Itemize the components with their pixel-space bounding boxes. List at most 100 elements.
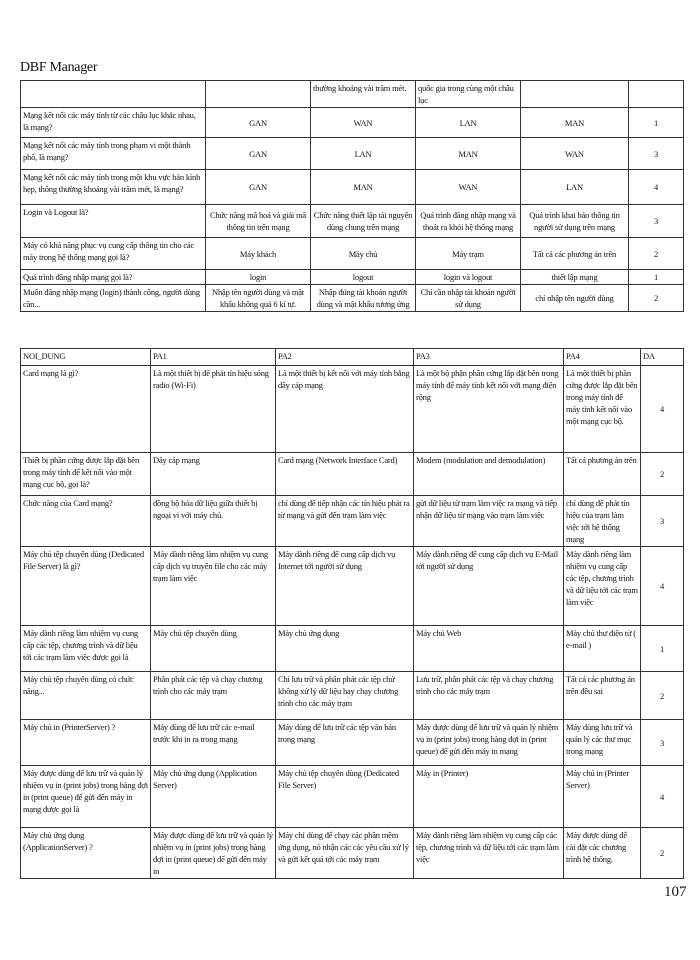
cell-question <box>20 80 206 108</box>
document-title: DBF Manager <box>20 60 98 75</box>
cell-option-4: Máy chủ thư điện tử ( e-mail ) <box>563 625 641 672</box>
cell-option-1: Máy khách <box>205 237 311 270</box>
cell-option-2: Máy dùng để lưu trữ các tệp văn bản tron… <box>275 719 414 766</box>
cell-option-3: LAN <box>415 107 521 138</box>
cell-answer: 2 <box>640 452 684 496</box>
cell-option-3: Máy in (Printer) <box>413 765 564 828</box>
cell-question: Muốn đăng nhập mạng (login) thành công, … <box>20 284 206 312</box>
cell-option-2: LAN <box>310 137 416 170</box>
cell-option-2: Card mạng (Network Interface Card) <box>275 452 414 496</box>
table-row: Máy có khả năng phục vụ cung cấp thông t… <box>20 237 684 270</box>
cell-option-1: login <box>205 269 311 285</box>
cell-question: Quá trình đăng nhập mạng gọi là? <box>20 269 206 285</box>
table-row: Chức năng của Card mạng? đồng bộ hóa dữ l… <box>20 495 684 547</box>
cell-option-3: gửi dữ liệu từ trạm làm việc ra mạng và … <box>413 495 564 547</box>
cell-option-3: Máy dành riêng làm nhiệm vụ cung cấp các… <box>413 827 564 879</box>
cell-option-3: WAN <box>415 169 521 205</box>
cell-option-4: Quá trình khai báo thông tin người sử dụ… <box>520 204 629 238</box>
cell-answer: 2 <box>628 284 684 312</box>
column-header: PA3 <box>413 348 564 366</box>
cell-answer: 4 <box>640 765 684 828</box>
cell-question: Card mạng là gì? <box>20 365 151 453</box>
table-row: Máy chủ in (PrinterServer) ? Máy dùng để … <box>20 719 684 766</box>
cell-answer: 4 <box>640 365 684 453</box>
cell-option-1: Phân phát các tệp và chạy chương trình c… <box>150 671 276 720</box>
cell-answer: 1 <box>640 625 684 672</box>
cell-option-3: login và logout <box>415 269 521 285</box>
cell-option-1: Máy chủ tệp chuyên dùng <box>150 625 276 672</box>
cell-option-1: Máy dành riêng làm nhiệm vụ cung cấp dịc… <box>150 546 276 626</box>
table-row: Mạng kết nối các máy tính trong phạm vi … <box>20 137 684 170</box>
cell-option-2: Là một thiết bị kết nối với máy tính bằn… <box>275 365 414 453</box>
cell-option-3: Máy dành riêng để cung cấp dịch vụ E-Mai… <box>413 546 564 626</box>
cell-option-2: Máy chủ tệp chuyên dùng (Dedicated File … <box>275 765 414 828</box>
cell-answer: 3 <box>640 495 684 547</box>
cell-option-2: Máy chủ ứng dụng <box>275 625 414 672</box>
cell-option-2: chỉ dùng để tiếp nhận các tín hiệu phát … <box>275 495 414 547</box>
table-row: Máy dành riêng làm nhiệm vụ cung cấp các… <box>20 625 684 672</box>
table-row: Card mạng là gì? Là một thiết bị để phát … <box>20 365 684 453</box>
table-row: Mạng kết nối các máy tính từ các châu lụ… <box>20 107 684 138</box>
page-number: 107 <box>664 884 687 900</box>
cell-option-2: Nhập đúng tài khoản người dùng và mật kh… <box>310 284 416 312</box>
cell-option-4: LAN <box>520 169 629 205</box>
cell-answer: 4 <box>628 169 684 205</box>
cell-option-4: Tất cả phương án trên <box>563 452 641 496</box>
column-header: PA4 <box>563 348 641 366</box>
column-header: DA <box>640 348 684 366</box>
cell-question: Chức năng của Card mạng? <box>20 495 151 547</box>
cell-question: Máy chủ tệp chuyên dùng có chức năng... <box>20 671 151 720</box>
cell-option-4: thiết lập mạng <box>520 269 629 285</box>
cell-option-1: đồng bộ hóa dữ liệu giữa thiết bị ngoại … <box>150 495 276 547</box>
table-header-row: thường khoảng vài trăm mét. quốc gia tron… <box>20 80 684 108</box>
cell-question: Máy chủ in (PrinterServer) ? <box>20 719 151 766</box>
table-row: Muốn đăng nhập mạng (login) thành công, … <box>20 284 684 312</box>
table-row: Mạng kết nối các máy tính trong một khu … <box>20 169 684 205</box>
cell-option-4: chỉ nhập tên người dùng <box>520 284 629 312</box>
cell-option-4: MAN <box>520 107 629 138</box>
cell-question: Mạng kết nối các máy tính từ các châu lụ… <box>20 107 206 138</box>
cell-question: Mạng kết nối các máy tính trong một khu … <box>20 169 206 205</box>
cell-option-4: Tất cả các phương án trên đều sai <box>563 671 641 720</box>
column-header: NOI_DUNG <box>20 348 151 366</box>
question-table: NOI_DUNG PA1 PA2 PA3 PA4 DA Card mạng là gì? Là… <box>20 348 684 879</box>
cell-option-2: Chỉ lưu trữ và phân phát các tệp chứ khô… <box>275 671 414 720</box>
cell-option-3: MAN <box>415 137 521 170</box>
cell-option-1: GAN <box>205 169 311 205</box>
cell-option-3: Là một bộ phận phần cứng lắp đặt bên tro… <box>413 365 564 453</box>
cell-option-1: Máy được dùng để lưu trữ và quản lý nhiệ… <box>150 827 276 879</box>
cell-option-4: Máy chủ in (Printer Server) <box>563 765 641 828</box>
table-row: Thiết bị phần cứng được lắp đặt bên tron… <box>20 452 684 496</box>
cell-answer: 3 <box>628 204 684 238</box>
cell-option-1: Máy chủ ứng dụng (Application Server) <box>150 765 276 828</box>
cell-option-3: Máy chủ Web <box>413 625 564 672</box>
table-row: Máy chủ tệp chuyên dùng (Dedicated File … <box>20 546 684 626</box>
cell-answer: 3 <box>628 137 684 170</box>
cell-option-4: Là một thiết bị phần cứng được lắp đặt b… <box>563 365 641 453</box>
cell-answer: 4 <box>640 546 684 626</box>
cell-option-4: Tất cả các phương án trên <box>520 237 629 270</box>
cell-question: Mạng kết nối các máy tính trong phạm vi … <box>20 137 206 170</box>
cell-question: Máy chủ tệp chuyên dùng (Dedicated File … <box>20 546 151 626</box>
cell-option-1: Là một thiết bị để phát tín hiệu sóng ra… <box>150 365 276 453</box>
column-header: PA1 <box>150 348 276 366</box>
cell-question: Login và Logout là? <box>20 204 206 238</box>
cell-option-1: GAN <box>205 137 311 170</box>
cell-question: Máy có khả năng phục vụ cung cấp thông t… <box>20 237 206 270</box>
table-row: Máy được dùng để lưu trữ và quản lý nhiệ… <box>20 765 684 828</box>
cell-option-3: quốc gia trong cùng một châu lục <box>415 80 521 108</box>
cell-answer: 3 <box>640 719 684 766</box>
cell-option-2: WAN <box>310 107 416 138</box>
top-question-table: thường khoảng vài trăm mét. quốc gia tron… <box>20 80 684 312</box>
cell-option-3: Chỉ cần nhập tài khoản người sử dụng <box>415 284 521 312</box>
cell-option-3: Quá trình đăng nhập mạng và thoát ra khỏ… <box>415 204 521 238</box>
cell-option-4: chỉ dùng để phát tín hiệu của trạm làm v… <box>563 495 641 547</box>
cell-option-2: Máy dành riêng để cung cấp dịch vụ Inter… <box>275 546 414 626</box>
cell-answer <box>628 80 684 108</box>
cell-option-3: Máy trạm <box>415 237 521 270</box>
cell-option-2: MAN <box>310 169 416 205</box>
table-header-row: NOI_DUNG PA1 PA2 PA3 PA4 DA <box>20 348 684 366</box>
cell-option-2: Chức năng thiết lập tài nguyên dùng chun… <box>310 204 416 238</box>
cell-answer: 2 <box>628 237 684 270</box>
cell-option-2: logout <box>310 269 416 285</box>
